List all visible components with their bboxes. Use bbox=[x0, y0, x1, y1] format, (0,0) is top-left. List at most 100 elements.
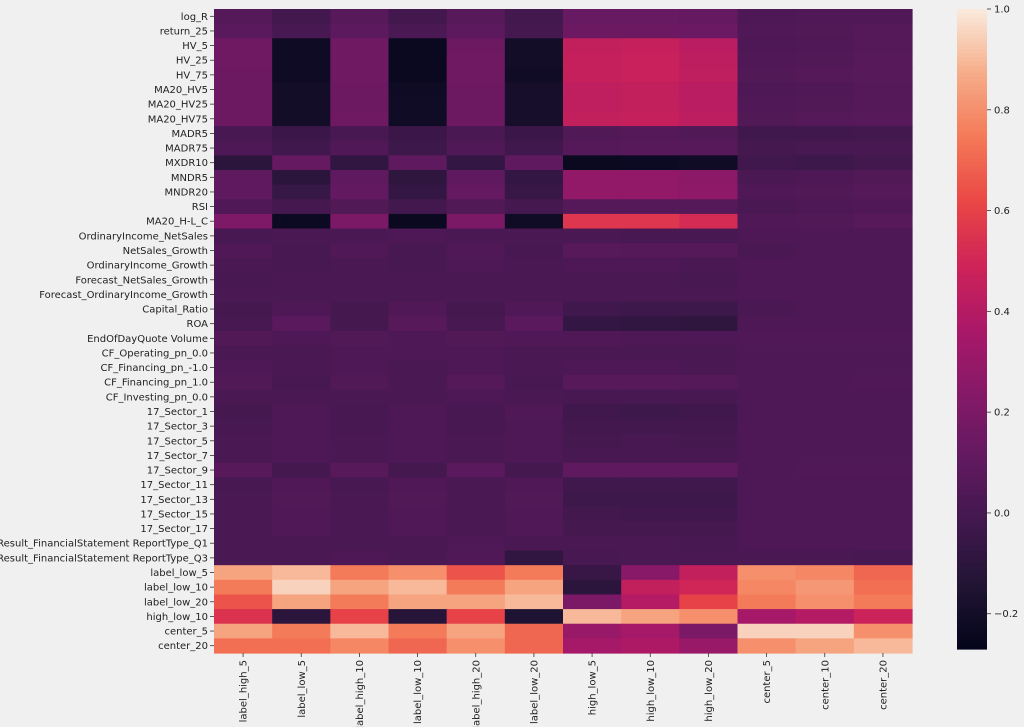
row-tick-label: 17_Sector_5 bbox=[147, 436, 208, 447]
colorbar-segment bbox=[957, 85, 987, 90]
heatmap-cell bbox=[272, 287, 331, 303]
colorbar-segment bbox=[957, 49, 987, 54]
row-tick-label: CF_Investing_pn_0.0 bbox=[106, 392, 208, 403]
heatmap-cell bbox=[795, 638, 855, 654]
colorbar-segment bbox=[957, 617, 987, 622]
colorbar-segment bbox=[957, 585, 987, 590]
heatmap-cell bbox=[446, 609, 506, 625]
row-tick-label: log_R bbox=[181, 12, 208, 23]
colorbar-segment bbox=[957, 41, 987, 46]
colorbar-segment bbox=[957, 361, 987, 366]
heatmap-cell bbox=[563, 331, 622, 347]
heatmap-cell bbox=[272, 609, 331, 625]
heatmap-cell bbox=[446, 23, 506, 39]
heatmap-cell bbox=[504, 82, 564, 98]
heatmap-cell bbox=[388, 199, 448, 215]
heatmap-cell bbox=[272, 462, 331, 478]
row-tick-label: MNDR5 bbox=[171, 173, 208, 184]
heatmap-cell bbox=[853, 331, 913, 347]
colorbar-segment bbox=[957, 501, 987, 506]
heatmap-cell bbox=[272, 199, 331, 215]
column-tick-label: label_high_10 bbox=[355, 660, 366, 727]
heatmap-cell bbox=[214, 228, 273, 244]
heatmap-cell bbox=[853, 301, 913, 317]
heatmap-cell bbox=[272, 535, 331, 552]
heatmap-cell bbox=[737, 535, 797, 552]
colorbar-segment bbox=[957, 337, 987, 342]
heatmap-cell bbox=[214, 448, 273, 464]
heatmap-cell bbox=[388, 638, 448, 654]
heatmap-cell bbox=[853, 126, 913, 142]
colorbar-segment bbox=[957, 525, 987, 530]
heatmap-cell bbox=[795, 23, 855, 39]
heatmap-cell bbox=[388, 433, 448, 449]
colorbar-segment bbox=[957, 209, 987, 214]
heatmap-cell bbox=[504, 9, 564, 25]
heatmap-cell bbox=[388, 316, 448, 332]
heatmap-cell bbox=[563, 272, 622, 288]
colorbar-segment bbox=[957, 373, 987, 378]
heatmap-cell bbox=[621, 140, 680, 156]
colorbar-segment bbox=[957, 89, 987, 94]
heatmap-cell bbox=[272, 433, 331, 449]
heatmap-cell bbox=[214, 623, 273, 639]
heatmap-cell bbox=[853, 111, 913, 127]
heatmap-cell bbox=[330, 52, 390, 69]
heatmap-cell bbox=[621, 638, 680, 654]
row-tick-label: MA20_H-L_C bbox=[146, 217, 208, 228]
heatmap-cell bbox=[737, 579, 797, 596]
heatmap-cell bbox=[504, 155, 564, 171]
heatmap-cell bbox=[330, 243, 390, 259]
heatmap-cell bbox=[504, 52, 564, 69]
heatmap-cell bbox=[679, 126, 739, 142]
column-tick-label: center_5 bbox=[762, 660, 773, 704]
colorbar-segment bbox=[957, 217, 987, 222]
row-tick-label: RSI bbox=[192, 202, 208, 213]
heatmap-cell bbox=[504, 23, 564, 39]
colorbar-segment bbox=[957, 489, 987, 494]
colorbar-segment bbox=[957, 621, 987, 626]
heatmap-cell bbox=[446, 550, 506, 566]
heatmap-cell bbox=[563, 213, 622, 230]
heatmap-cell bbox=[737, 360, 797, 376]
heatmap-cell bbox=[737, 96, 797, 113]
heatmap-cell bbox=[679, 345, 739, 361]
heatmap-cell bbox=[330, 199, 390, 215]
heatmap-cell bbox=[795, 374, 855, 391]
heatmap-cell bbox=[621, 506, 680, 522]
heatmap-cell bbox=[853, 360, 913, 376]
row-tick-label: MA20_HV75 bbox=[148, 114, 208, 125]
heatmap-cell bbox=[214, 609, 273, 625]
colorbar-segment bbox=[957, 413, 987, 418]
colorbar-segment bbox=[957, 137, 987, 142]
heatmap-cell bbox=[272, 155, 331, 171]
heatmap-cell bbox=[214, 389, 273, 405]
colorbar-segment bbox=[957, 141, 987, 146]
heatmap-cell bbox=[214, 521, 273, 537]
heatmap-cell bbox=[388, 184, 448, 200]
row-tick-label: Forecast_NetSales_Growth bbox=[75, 275, 208, 286]
colorbar-segment bbox=[957, 45, 987, 50]
heatmap-cell bbox=[504, 521, 564, 537]
heatmap-cell bbox=[563, 418, 622, 435]
heatmap-cell bbox=[679, 67, 739, 83]
heatmap-cell bbox=[214, 23, 273, 39]
heatmap-cell bbox=[563, 389, 622, 405]
heatmap-cell bbox=[388, 389, 448, 405]
heatmap-cell bbox=[795, 228, 855, 244]
heatmap-cell bbox=[737, 257, 797, 274]
colorbar-segment bbox=[957, 133, 987, 138]
colorbar-segment bbox=[957, 249, 987, 254]
colorbar-segment bbox=[957, 309, 987, 314]
heatmap-cell bbox=[272, 126, 331, 142]
heatmap-cell bbox=[737, 111, 797, 127]
colorbar-segment bbox=[957, 357, 987, 362]
heatmap-cell bbox=[330, 126, 390, 142]
heatmap-cells bbox=[214, 9, 913, 654]
heatmap-cell bbox=[737, 448, 797, 464]
row-tick-label: label_low_5 bbox=[150, 568, 208, 579]
colorbar-segment bbox=[957, 221, 987, 226]
heatmap-cell bbox=[446, 82, 506, 98]
heatmap-cell bbox=[330, 316, 390, 332]
heatmap-cell bbox=[563, 374, 622, 391]
